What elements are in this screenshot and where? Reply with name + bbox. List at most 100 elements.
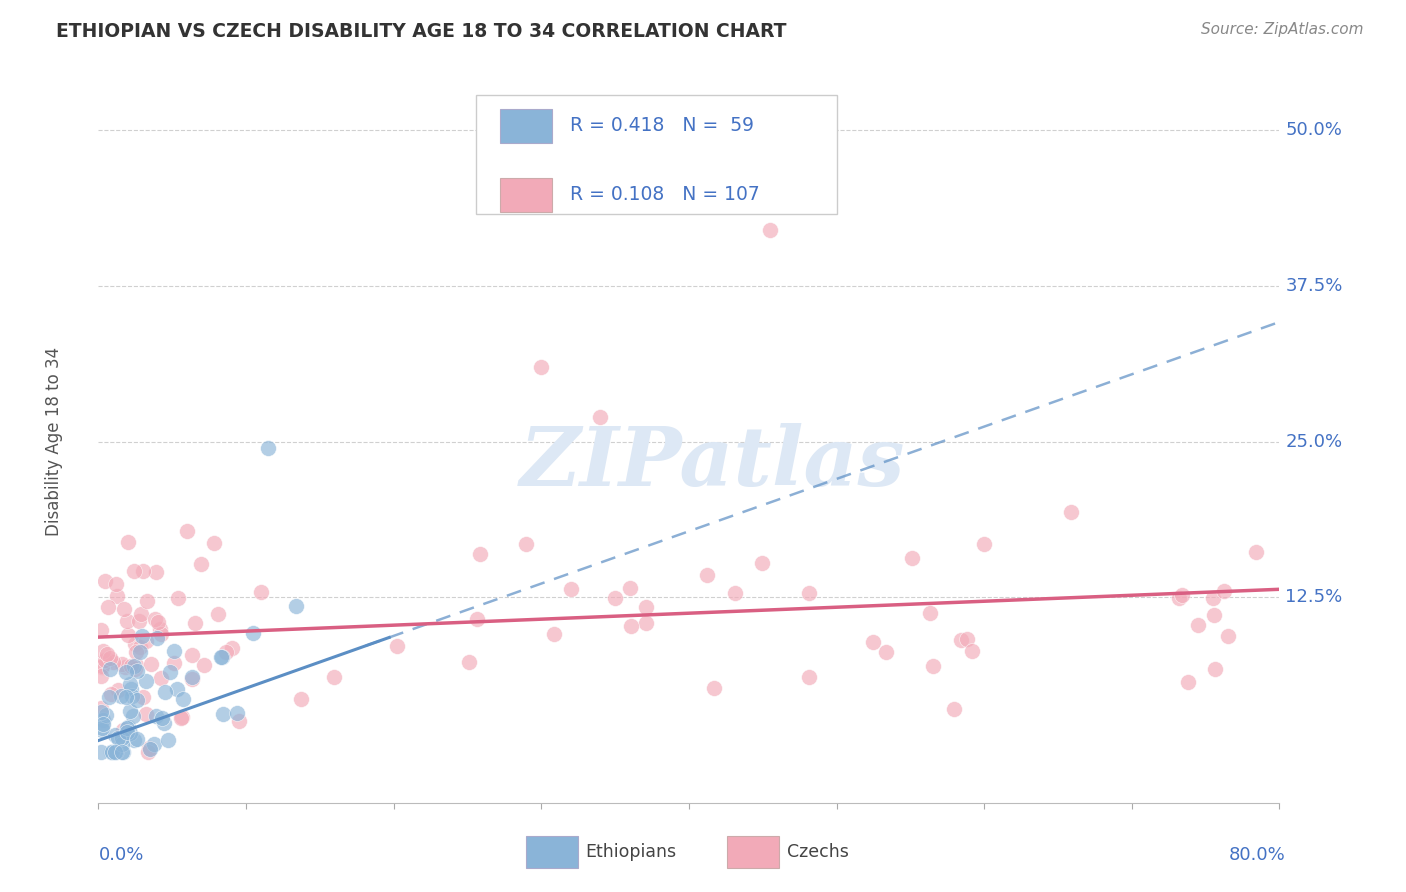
Point [589, 409, 612, 424]
Point [149, 622, 172, 636]
Point [117, 720, 139, 734]
Point [145, 708, 167, 723]
Point [150, 671, 173, 685]
Text: R = 0.108   N = 107: R = 0.108 N = 107 [569, 185, 759, 203]
Point [122, 564, 145, 578]
Point [620, 619, 643, 633]
Point [385, 640, 408, 654]
Point [131, 629, 153, 643]
Point [125, 645, 148, 659]
Point [209, 650, 232, 665]
Point [138, 745, 160, 759]
Point [1187, 617, 1209, 632]
Point [125, 693, 148, 707]
Point [139, 657, 162, 671]
Point [118, 725, 141, 739]
Point [166, 591, 188, 605]
Point [114, 659, 136, 673]
Point [176, 524, 198, 538]
Point [90, 745, 112, 759]
Point [105, 577, 128, 591]
Point [150, 626, 173, 640]
Point [181, 670, 204, 684]
Point [142, 737, 165, 751]
Point [100, 687, 122, 701]
Point [122, 709, 145, 723]
Point [117, 628, 139, 642]
Point [104, 745, 127, 759]
Point [112, 745, 135, 759]
Point [956, 632, 979, 646]
FancyBboxPatch shape [477, 95, 837, 214]
Point [111, 731, 134, 745]
Point [96, 647, 118, 661]
Point [135, 634, 157, 648]
Point [115, 721, 138, 735]
FancyBboxPatch shape [727, 836, 779, 868]
Point [91, 723, 114, 737]
Point [112, 723, 135, 738]
Point [211, 706, 233, 721]
Point [724, 586, 747, 600]
Text: ZIPatlas: ZIPatlas [520, 423, 905, 503]
Point [94, 574, 117, 588]
Point [146, 615, 169, 629]
Point [215, 645, 238, 659]
Point [922, 659, 945, 673]
Text: 37.5%: 37.5% [1285, 277, 1343, 295]
Point [181, 673, 204, 687]
Point [115, 725, 138, 739]
Text: Source: ZipAtlas.com: Source: ZipAtlas.com [1201, 22, 1364, 37]
Point [128, 645, 150, 659]
Point [221, 641, 243, 656]
Point [112, 602, 135, 616]
Point [901, 551, 924, 566]
Point [110, 690, 132, 704]
Text: Ethiopians: Ethiopians [585, 843, 676, 861]
Text: 80.0%: 80.0% [1229, 847, 1285, 864]
Point [605, 591, 627, 605]
Point [515, 537, 537, 551]
Point [146, 632, 169, 646]
Point [129, 607, 152, 621]
Point [1204, 607, 1226, 622]
Point [90, 624, 112, 638]
Point [973, 537, 995, 551]
Point [619, 582, 641, 596]
Point [457, 655, 479, 669]
Point [207, 607, 229, 622]
Point [1204, 662, 1226, 676]
Point [143, 612, 166, 626]
Point [1202, 591, 1225, 605]
Point [204, 536, 226, 550]
Point [97, 690, 120, 705]
Point [105, 589, 128, 603]
Point [111, 738, 134, 752]
Point [111, 657, 134, 671]
Point [960, 644, 983, 658]
Point [120, 704, 142, 718]
Point [94, 708, 117, 723]
Text: 12.5%: 12.5% [1285, 588, 1343, 607]
Point [91, 644, 114, 658]
Point [120, 682, 142, 697]
Point [103, 728, 125, 742]
Point [145, 565, 167, 579]
Point [162, 657, 184, 671]
Point [104, 745, 127, 759]
Point [115, 665, 138, 680]
Point [942, 702, 965, 716]
Point [799, 585, 821, 599]
Point [153, 715, 176, 730]
Point [91, 721, 114, 735]
Point [135, 673, 157, 688]
Point [122, 733, 145, 747]
Point [91, 660, 114, 674]
Point [257, 441, 280, 455]
Point [136, 593, 159, 607]
Point [120, 659, 142, 673]
Point [228, 714, 250, 728]
Point [94, 653, 117, 667]
Point [211, 650, 233, 665]
Point [290, 692, 312, 706]
